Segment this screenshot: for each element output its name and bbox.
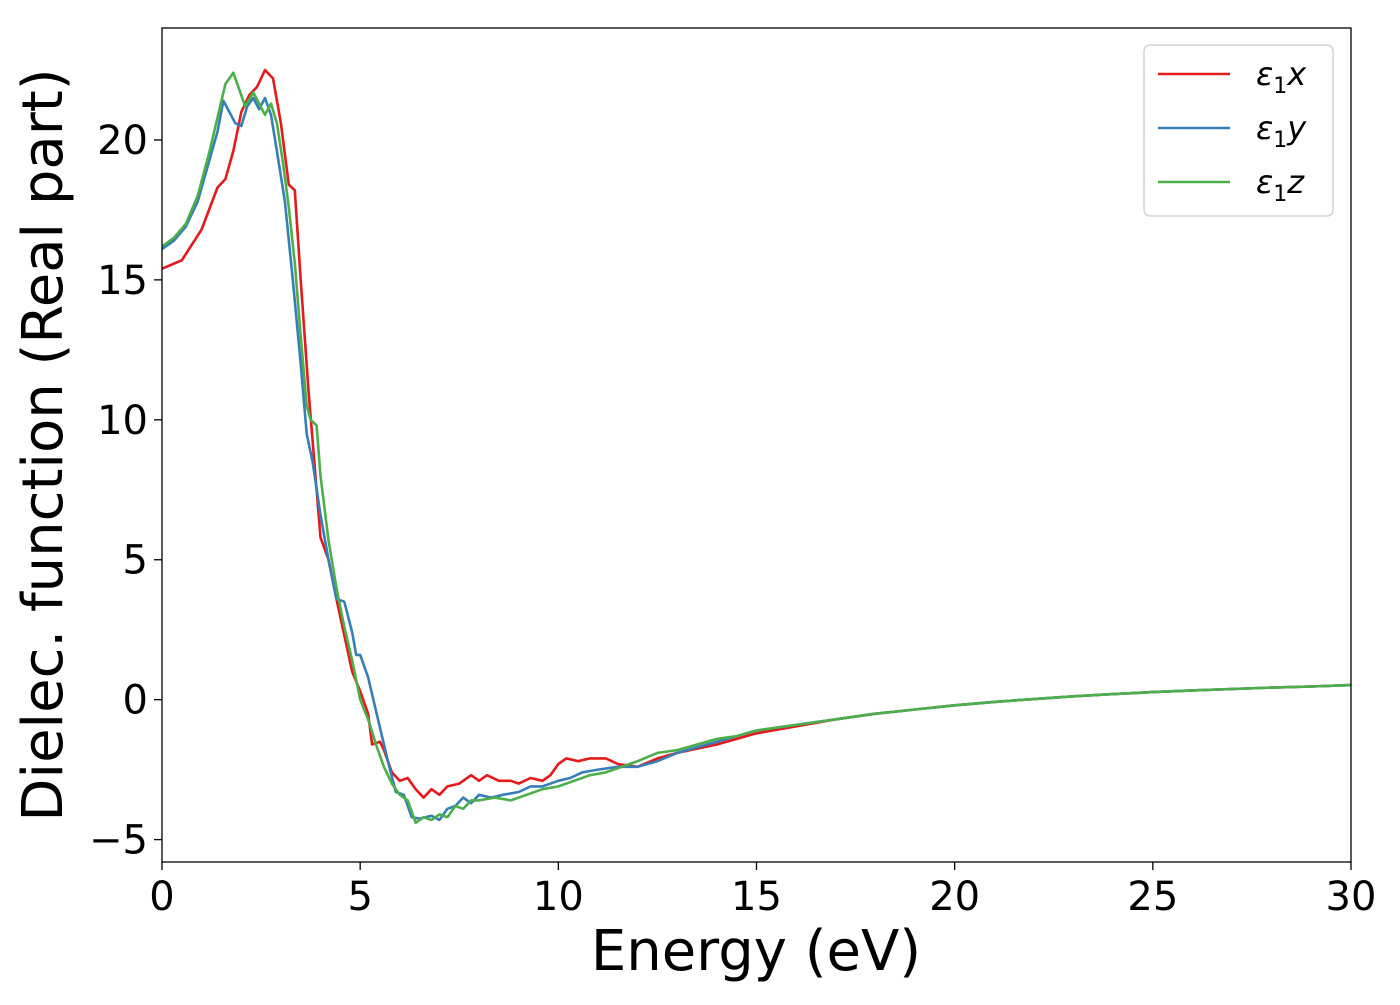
x-tick-label: 20	[929, 874, 980, 920]
legend-label-z: ε1z	[1256, 163, 1305, 207]
y-tick-label: 5	[123, 538, 148, 584]
y-tick-label: 15	[97, 258, 148, 304]
series-line-z	[162, 71, 1351, 825]
x-tick-label: 30	[1326, 874, 1377, 920]
x-tick-label: 5	[347, 874, 372, 920]
legend-box	[1143, 44, 1334, 217]
y-tick-label: −5	[89, 818, 148, 864]
x-tick-label: 25	[1127, 874, 1178, 920]
x-tick-label: 10	[533, 874, 584, 920]
y-axis-title: Dielec. function (Real part)	[11, 68, 76, 821]
series-layer	[162, 68, 1351, 825]
y-tick-label: 10	[97, 398, 148, 444]
legend-label-x: ε1x	[1256, 55, 1307, 99]
y-tick-label: 20	[97, 118, 148, 164]
x-tick-label: 0	[149, 874, 174, 920]
legend: ε1x ε1y ε1z	[1143, 44, 1334, 217]
legend-label-y: ε1y	[1256, 109, 1307, 153]
x-tick-label: 15	[731, 874, 782, 920]
x-axis: 0 5 10 15 20 25 30	[149, 862, 1376, 920]
y-axis: −5 0 5 10 15 20	[89, 118, 162, 864]
x-axis-title: Energy (eV)	[591, 919, 921, 984]
y-tick-label: 0	[123, 678, 148, 724]
